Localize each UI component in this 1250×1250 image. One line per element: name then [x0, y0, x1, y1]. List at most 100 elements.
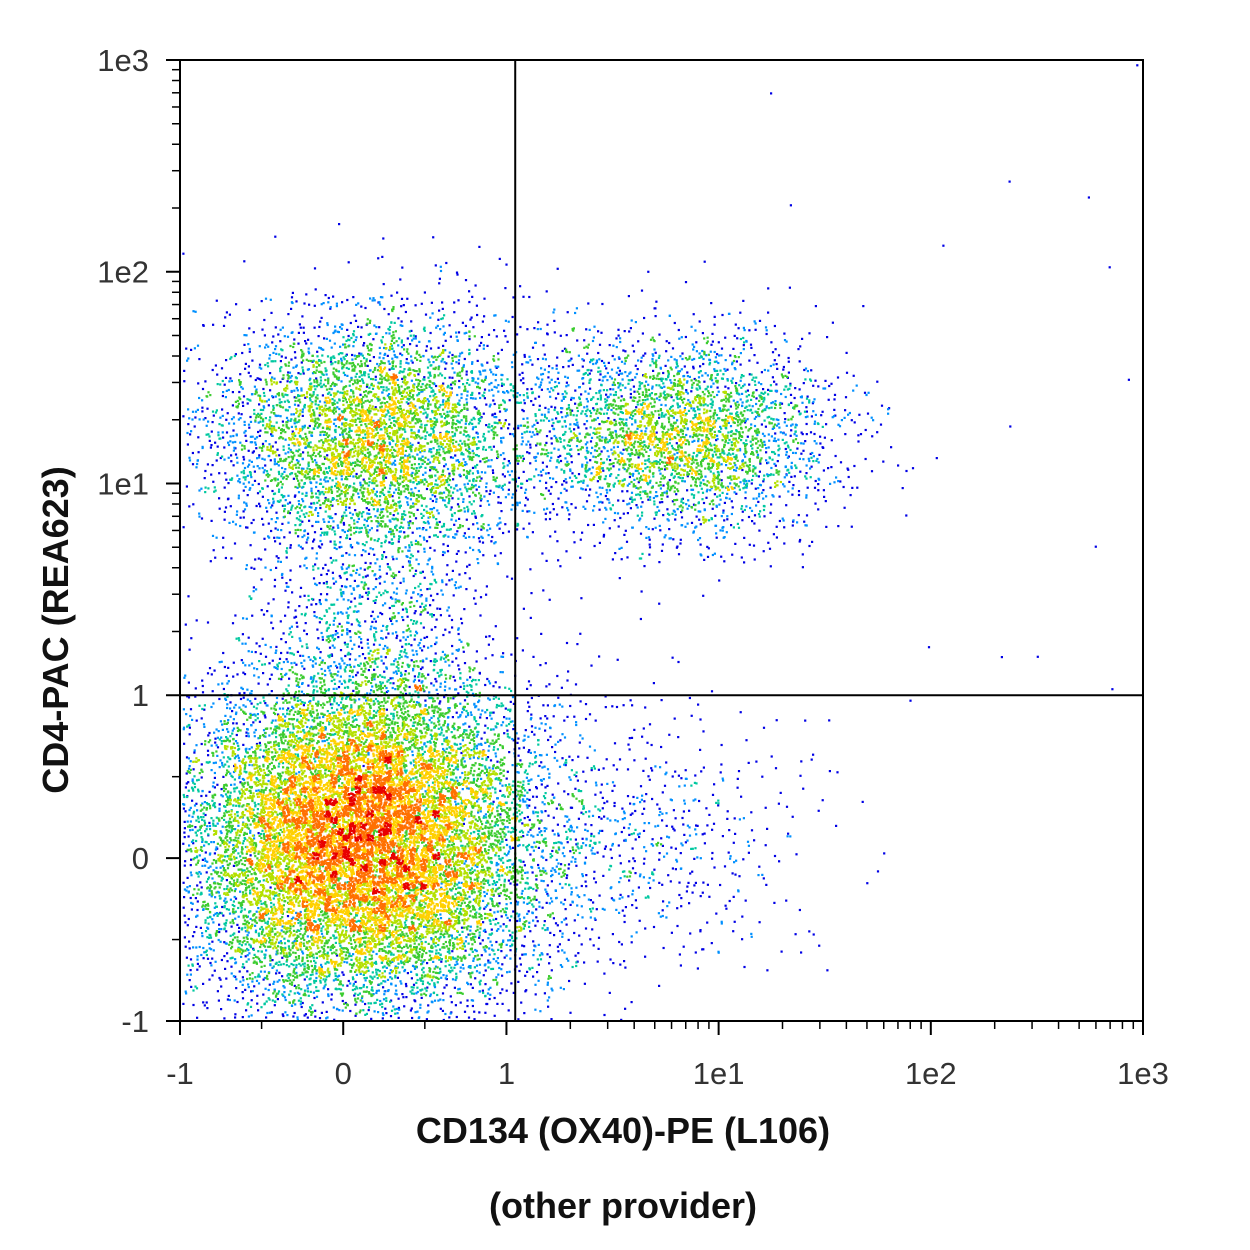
event-point	[539, 664, 541, 666]
event-point	[550, 387, 552, 389]
event-point	[641, 357, 643, 359]
event-point	[521, 945, 523, 947]
event-point	[444, 681, 446, 683]
event-point	[567, 384, 569, 386]
event-point	[674, 358, 676, 360]
event-point	[233, 464, 235, 466]
event-point	[221, 408, 223, 410]
event-point	[191, 908, 193, 910]
event-point	[225, 978, 227, 980]
event-point	[207, 754, 209, 756]
event-point	[546, 332, 548, 334]
event-point	[441, 882, 443, 884]
event-point	[768, 446, 770, 448]
event-point	[464, 464, 466, 466]
event-point	[283, 632, 285, 634]
event-point	[451, 661, 453, 663]
event-point	[317, 521, 319, 523]
event-point	[560, 460, 562, 462]
event-point	[612, 558, 614, 560]
event-point	[473, 597, 475, 599]
event-point	[707, 556, 709, 558]
event-point	[800, 951, 802, 953]
event-point	[313, 992, 315, 994]
event-point	[519, 326, 521, 328]
event-point	[835, 476, 837, 478]
event-point	[405, 670, 407, 672]
event-point	[192, 503, 194, 505]
event-point	[217, 683, 219, 685]
event-point	[727, 810, 729, 812]
event-point	[765, 326, 767, 328]
event-point	[277, 557, 279, 559]
event-point	[296, 387, 298, 389]
event-point	[188, 757, 190, 759]
event-point	[432, 236, 434, 238]
event-point	[607, 372, 609, 374]
event-point	[456, 339, 458, 341]
event-point	[458, 474, 460, 476]
event-point	[569, 468, 571, 470]
event-point	[244, 664, 246, 666]
event-point	[588, 810, 590, 812]
event-point	[522, 510, 524, 512]
event-point	[803, 521, 805, 523]
event-point	[556, 675, 558, 677]
event-point	[297, 372, 299, 374]
event-point	[229, 999, 231, 1001]
event-point	[287, 661, 289, 663]
event-point	[748, 329, 750, 331]
event-point	[561, 687, 563, 689]
event-point	[853, 375, 855, 377]
event-point	[623, 915, 625, 917]
event-point	[604, 375, 606, 377]
event-point	[222, 431, 224, 433]
event-point	[453, 301, 455, 303]
event-point	[790, 466, 792, 468]
event-point	[686, 840, 688, 842]
event-point	[503, 458, 505, 460]
event-point	[369, 529, 371, 531]
event-point	[532, 871, 534, 873]
event-point	[460, 618, 462, 620]
event-point	[544, 407, 546, 409]
event-point	[198, 516, 200, 518]
event-point	[253, 674, 255, 676]
event-point	[484, 1012, 486, 1014]
event-point	[210, 841, 212, 843]
event-point	[184, 860, 186, 862]
event-point	[659, 852, 661, 854]
event-point	[676, 419, 678, 421]
event-point	[248, 986, 250, 988]
event-point	[749, 507, 751, 509]
event-point	[195, 897, 197, 899]
event-point	[755, 761, 757, 763]
event-point	[484, 964, 486, 966]
event-point	[581, 358, 583, 360]
event-point	[666, 340, 668, 342]
event-point	[268, 399, 270, 401]
event-point	[521, 822, 523, 824]
event-point	[394, 460, 396, 462]
event-point	[465, 423, 467, 425]
event-point	[805, 472, 807, 474]
event-point	[365, 562, 367, 564]
event-point	[770, 503, 772, 505]
event-point	[817, 385, 819, 387]
event-point	[201, 932, 203, 934]
event-point	[542, 907, 544, 909]
event-point	[589, 459, 591, 461]
event-point	[544, 920, 546, 922]
event-point	[732, 506, 734, 508]
event-point	[362, 344, 364, 346]
event-point	[354, 355, 356, 357]
event-point	[248, 450, 250, 452]
event-point	[440, 977, 442, 979]
event-point	[614, 358, 616, 360]
event-point	[334, 633, 336, 635]
event-point	[287, 451, 289, 453]
event-point	[330, 306, 332, 308]
event-point	[190, 430, 192, 432]
event-point	[369, 297, 371, 299]
event-point	[477, 378, 479, 380]
